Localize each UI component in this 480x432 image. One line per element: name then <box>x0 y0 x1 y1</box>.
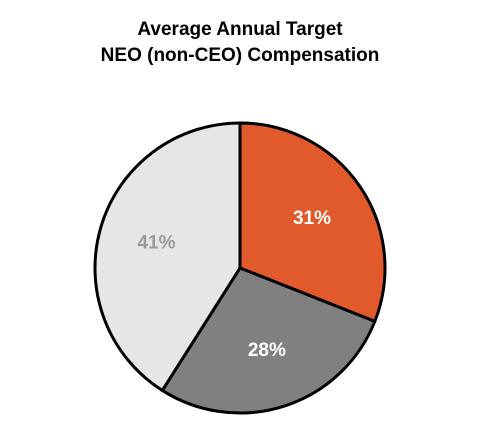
value-label: 31% <box>293 208 331 229</box>
chart-subtitle: NEO (non-CEO) Compensation <box>101 45 380 66</box>
value-label: 28% <box>248 340 286 361</box>
pie-slice <box>93 121 242 392</box>
pie-slice <box>160 266 377 415</box>
value-label: 41% <box>137 233 175 254</box>
pie-slice <box>238 121 387 323</box>
chart-title: Average Annual Target <box>137 19 343 40</box>
